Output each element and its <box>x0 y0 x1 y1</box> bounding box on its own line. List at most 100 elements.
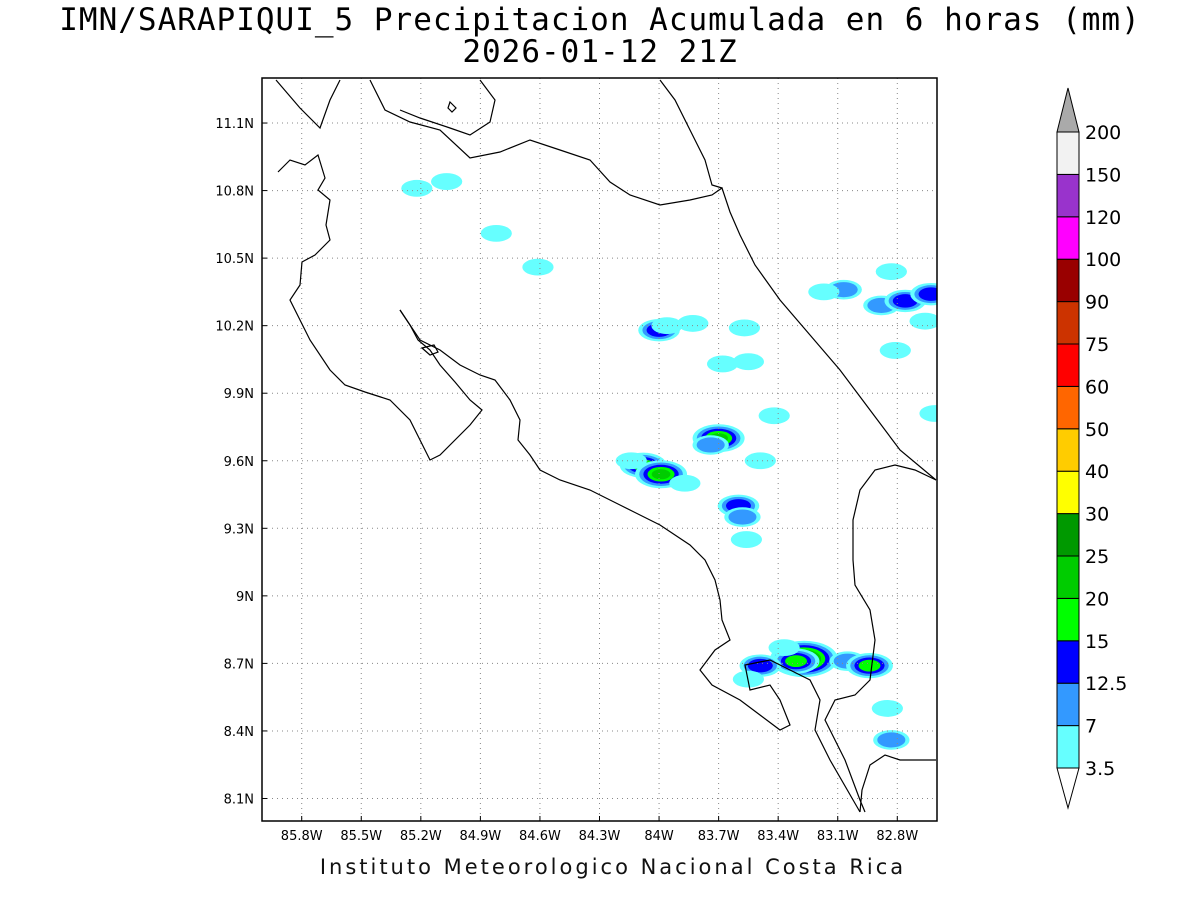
coastline-panama-border <box>824 464 937 813</box>
map-valid-time: 2026-01-12 21Z <box>462 34 738 70</box>
footer-credit: Instituto Meteorologico Nacional Costa R… <box>319 855 907 879</box>
precip-contour <box>768 639 800 657</box>
x-tick-label: 85.5W <box>340 829 382 844</box>
precip-contour <box>669 474 701 492</box>
x-tick-label: 83.7W <box>698 829 740 844</box>
precip-contour <box>919 405 937 422</box>
precip-contour <box>875 263 907 281</box>
colorbar-swatch <box>1056 470 1080 515</box>
coastline-gulf-of-nicoya <box>399 309 861 813</box>
precip-contour <box>808 283 840 301</box>
colorbar-swatch <box>1056 513 1080 557</box>
y-tick-label: 9.9N <box>224 387 254 402</box>
precip-contour <box>651 469 671 480</box>
x-tick-label: 84.6W <box>519 829 561 844</box>
precip-contour <box>431 173 463 190</box>
y-tick-label: 10.8N <box>215 185 254 200</box>
y-tick-label: 9N <box>236 590 254 605</box>
coastline-san-juan-river <box>659 79 723 189</box>
precip-contour <box>706 355 739 373</box>
y-tick-label: 9.6N <box>224 455 254 470</box>
precipitation-field <box>401 173 937 750</box>
map-title: IMN/SARAPIQUI_5 Precipitacion Acumulada … <box>59 2 1141 38</box>
colorbar-swatch <box>1056 343 1080 387</box>
coastline-osa-peninsula <box>859 754 936 813</box>
x-tick-label: 84.9W <box>459 829 501 844</box>
colorbar: 3.5 7 12.5 15 20 25 30 40 50 60 75 90 100 120 150 200 <box>1056 87 1127 810</box>
colorbar-swatch <box>1056 555 1080 599</box>
coastline-north-caribbean-bay <box>399 79 496 136</box>
y-tick-label: 9.3N <box>224 522 254 537</box>
colorbar-label: 100 <box>1085 249 1121 271</box>
precip-contour <box>879 342 911 359</box>
x-tick-label: 83.4W <box>757 829 799 844</box>
precip-contour <box>696 437 725 453</box>
island-chira <box>420 344 439 356</box>
colorbar-swatch <box>1056 385 1080 430</box>
colorbar-label: 75 <box>1085 334 1109 356</box>
colorbar-label: 120 <box>1085 207 1121 229</box>
precip-contour <box>728 509 757 525</box>
colorbar-swatch <box>1056 131 1080 175</box>
latitude-axis: 8.1N 8.4N 8.7N 9N 9.3N 9.6N 9.9N 10.2N 10.5N 10.8… <box>215 117 267 807</box>
colorbar-label: 90 <box>1085 292 1109 314</box>
colorbar-label: 15 <box>1085 631 1109 653</box>
colorbar-swatch <box>1056 725 1080 769</box>
colorbar-swatch <box>1056 216 1080 260</box>
island-lake <box>447 100 457 113</box>
colorbar-label: 3.5 <box>1085 758 1115 780</box>
precip-contour <box>522 258 554 276</box>
precip-contour <box>871 700 903 717</box>
colorbar-label: 200 <box>1085 122 1121 144</box>
colorbar-label: 12.5 <box>1085 673 1127 695</box>
y-tick-label: 8.7N <box>224 657 254 672</box>
colorbar-swatch <box>1056 640 1080 684</box>
colorbar-top-arrow <box>1056 87 1080 133</box>
precip-contour <box>615 452 647 470</box>
precip-contour <box>480 224 512 242</box>
x-tick-label: 85.2W <box>400 829 442 844</box>
colorbar-label: 50 <box>1085 419 1109 441</box>
precip-contour <box>401 179 433 197</box>
colorbar-swatch <box>1056 258 1080 303</box>
precip-contour <box>909 312 937 330</box>
precip-contour <box>877 732 906 748</box>
coastline <box>275 79 937 813</box>
y-tick-label: 10.2N <box>215 320 254 335</box>
y-tick-label: 8.1N <box>224 792 254 807</box>
precip-contour <box>728 319 761 337</box>
colorbar-label: 150 <box>1085 164 1121 186</box>
x-tick-label: 84W <box>644 829 674 844</box>
colorbar-swatch <box>1056 597 1080 642</box>
colorbar-label: 25 <box>1085 546 1109 568</box>
precip-contour <box>732 353 764 371</box>
colorbar-label: 30 <box>1085 504 1109 526</box>
precip-contour <box>677 315 709 332</box>
colorbar-swatch <box>1056 301 1080 345</box>
x-tick-label: 83.1W <box>817 829 859 844</box>
colorbar-label: 7 <box>1085 716 1097 738</box>
precip-contour <box>747 658 773 673</box>
colorbar-swatch <box>1056 428 1080 472</box>
y-tick-label: 8.4N <box>224 725 254 740</box>
y-tick-label: 10.5N <box>215 252 254 267</box>
colorbar-swatch <box>1056 173 1080 218</box>
plot-frame <box>261 77 938 822</box>
colorbar-label: 60 <box>1085 376 1109 398</box>
x-tick-label: 84.3W <box>579 829 621 844</box>
precip-contour <box>785 655 807 668</box>
y-tick-label: 11.1N <box>215 117 254 132</box>
precip-contour <box>918 287 937 301</box>
lat-lon-grid <box>262 78 937 821</box>
longitude-axis: 85.8W 85.5W 85.2W 84.9W 84.6W 84.3W 84W 83.7W 83… <box>281 816 918 844</box>
colorbar-label: 20 <box>1085 588 1109 610</box>
colorbar-label: 40 <box>1085 461 1109 483</box>
precip-contour <box>758 407 790 425</box>
precip-contour <box>744 452 776 470</box>
coastline-caribbean <box>275 79 341 130</box>
precip-contour <box>858 659 881 672</box>
x-tick-label: 82.8W <box>876 829 918 844</box>
x-tick-label: 85.8W <box>281 829 323 844</box>
colorbar-bottom-arrow <box>1056 767 1080 810</box>
